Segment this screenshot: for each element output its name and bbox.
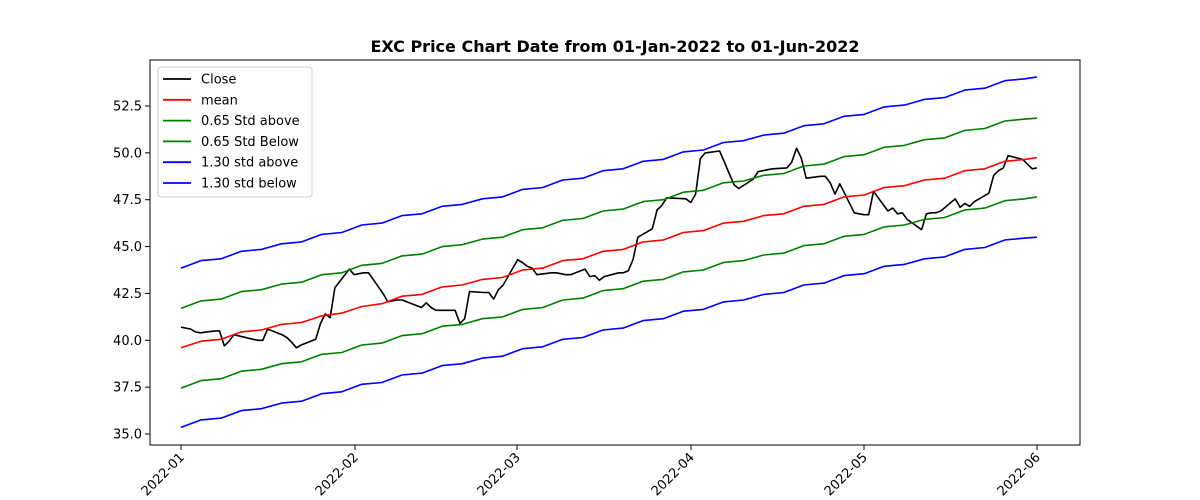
x-axis: 2022-01 2022-02 2022-03 2022-04 2022-05 2022-… <box>139 445 1044 499</box>
x-tick-label: 2022-02 <box>313 450 362 499</box>
legend-label: 1.30 std below <box>201 177 297 192</box>
x-tick-label: 2022-04 <box>649 450 698 499</box>
x-tick-label: 2022-01 <box>139 450 188 499</box>
x-tick-label: 2022-03 <box>475 450 524 499</box>
series-line-1-30-std-below <box>180 236 1038 429</box>
series-line-mean <box>180 156 1038 349</box>
series-line-0-65-std-below <box>180 196 1038 389</box>
x-tick-label: 2022-06 <box>995 450 1044 499</box>
y-tick-label: 45.0 <box>113 240 142 255</box>
legend-label: 0.65 Std Below <box>201 135 299 150</box>
chart-title: EXC Price Chart Date from 01-Jan-2022 to… <box>370 37 859 56</box>
legend-label: mean <box>201 93 238 108</box>
legend-label: 1.30 std above <box>201 156 298 171</box>
y-tick-label: 47.5 <box>113 193 142 208</box>
legend-box <box>157 66 313 198</box>
y-tick-label: 35.0 <box>113 428 142 443</box>
plot-frame <box>149 59 1081 446</box>
y-tick-label: 37.5 <box>113 381 142 396</box>
y-tick-label: 42.5 <box>113 287 142 302</box>
series-line-1-30-std-above <box>180 76 1038 269</box>
series-line-0-65-std-above <box>180 117 1038 310</box>
legend: Close mean 0.65 Std above 0.65 Std Below 1.3… <box>157 66 313 198</box>
x-tick-label: 2022-05 <box>822 450 871 499</box>
y-tick-label: 40.0 <box>113 334 142 349</box>
series-layer <box>180 76 1038 429</box>
y-axis: 35.0 37.5 40.0 42.5 45.0 47.5 50.0 52.5 <box>113 100 150 443</box>
y-tick-label: 52.5 <box>113 100 142 115</box>
y-tick-label: 50.0 <box>113 146 142 161</box>
legend-label: Close <box>201 73 236 88</box>
legend-label: 0.65 Std above <box>201 114 300 129</box>
